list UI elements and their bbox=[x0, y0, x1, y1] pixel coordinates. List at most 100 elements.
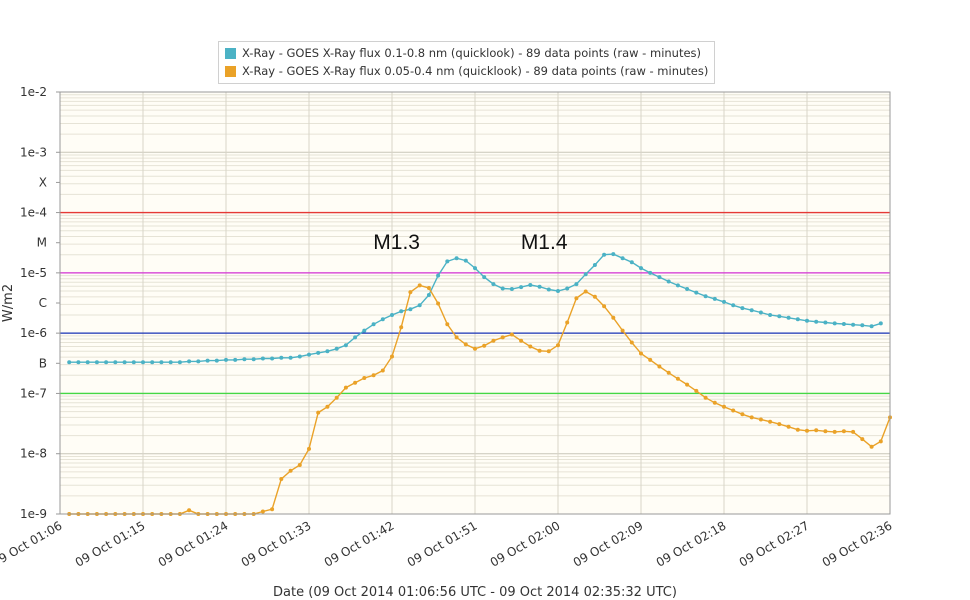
data-point[interactable] bbox=[592, 294, 597, 299]
data-point[interactable] bbox=[786, 424, 791, 429]
data-point[interactable] bbox=[463, 258, 468, 263]
data-point[interactable] bbox=[768, 313, 773, 317]
data-point[interactable] bbox=[279, 355, 284, 360]
data-point[interactable] bbox=[823, 320, 828, 325]
data-point[interactable] bbox=[832, 321, 837, 326]
data-point[interactable] bbox=[620, 328, 625, 333]
data-point[interactable] bbox=[712, 400, 717, 405]
data-point[interactable] bbox=[417, 303, 422, 308]
data-point[interactable] bbox=[436, 273, 441, 278]
data-point[interactable] bbox=[417, 283, 422, 288]
data-point[interactable] bbox=[731, 408, 736, 413]
data-point[interactable] bbox=[473, 266, 477, 271]
data-point[interactable] bbox=[353, 380, 358, 385]
legend-item-series-2[interactable]: X-Ray - GOES X-Ray flux 0.05-0.4 nm (qui… bbox=[225, 62, 708, 80]
data-point[interactable] bbox=[168, 360, 173, 365]
data-point[interactable] bbox=[353, 335, 358, 340]
data-point[interactable] bbox=[334, 395, 339, 400]
data-point[interactable] bbox=[546, 349, 551, 354]
data-point[interactable] bbox=[399, 309, 404, 314]
data-point[interactable] bbox=[399, 325, 404, 330]
data-point[interactable] bbox=[362, 376, 367, 380]
data-point[interactable] bbox=[362, 328, 367, 333]
data-point[interactable] bbox=[639, 351, 643, 356]
data-point[interactable] bbox=[279, 477, 284, 481]
data-point[interactable] bbox=[224, 357, 228, 362]
data-point[interactable] bbox=[878, 439, 883, 444]
data-point[interactable] bbox=[380, 317, 385, 322]
data-point[interactable] bbox=[878, 321, 883, 326]
data-point[interactable] bbox=[104, 360, 109, 365]
data-point[interactable] bbox=[869, 324, 874, 329]
data-point[interactable] bbox=[740, 306, 745, 311]
data-point[interactable] bbox=[159, 360, 164, 365]
data-point[interactable] bbox=[675, 283, 680, 288]
data-point[interactable] bbox=[703, 395, 708, 400]
data-point[interactable] bbox=[334, 346, 339, 351]
data-point[interactable] bbox=[343, 343, 348, 348]
data-point[interactable] bbox=[260, 509, 265, 514]
data-point[interactable] bbox=[242, 357, 247, 362]
data-point[interactable] bbox=[685, 287, 690, 291]
data-point[interactable] bbox=[556, 289, 560, 293]
data-point[interactable] bbox=[777, 314, 782, 319]
data-point[interactable] bbox=[491, 338, 496, 343]
data-point[interactable] bbox=[611, 252, 616, 257]
data-point[interactable] bbox=[519, 285, 524, 290]
data-point[interactable] bbox=[325, 349, 330, 354]
data-point[interactable] bbox=[851, 322, 856, 327]
data-point[interactable] bbox=[749, 415, 754, 420]
data-point[interactable] bbox=[94, 360, 99, 365]
data-point[interactable] bbox=[583, 272, 588, 277]
data-point[interactable] bbox=[270, 356, 275, 361]
data-point[interactable] bbox=[758, 310, 763, 315]
data-point[interactable] bbox=[297, 463, 302, 467]
data-point[interactable] bbox=[805, 318, 809, 323]
data-point[interactable] bbox=[592, 263, 597, 267]
data-point[interactable] bbox=[454, 335, 459, 340]
data-point[interactable] bbox=[777, 422, 782, 427]
data-point[interactable] bbox=[76, 360, 81, 365]
data-point[interactable] bbox=[786, 315, 791, 320]
data-point[interactable] bbox=[685, 382, 690, 387]
data-point[interactable] bbox=[639, 266, 643, 271]
data-point[interactable] bbox=[260, 356, 265, 361]
data-point[interactable] bbox=[380, 368, 385, 373]
data-point[interactable] bbox=[177, 360, 182, 365]
data-point[interactable] bbox=[528, 283, 533, 287]
data-point[interactable] bbox=[436, 301, 441, 306]
data-point[interactable] bbox=[574, 282, 579, 287]
data-point[interactable] bbox=[214, 358, 219, 363]
data-point[interactable] bbox=[611, 315, 616, 320]
data-point[interactable] bbox=[657, 275, 662, 280]
data-point[interactable] bbox=[740, 412, 745, 417]
data-point[interactable] bbox=[528, 344, 533, 349]
data-point[interactable] bbox=[270, 507, 275, 512]
data-point[interactable] bbox=[426, 286, 431, 290]
data-point[interactable] bbox=[694, 290, 699, 295]
data-point[interactable] bbox=[758, 417, 763, 422]
data-point[interactable] bbox=[500, 335, 505, 340]
data-point[interactable] bbox=[150, 360, 155, 365]
data-point[interactable] bbox=[648, 270, 653, 275]
data-point[interactable] bbox=[445, 322, 450, 327]
data-point[interactable] bbox=[860, 437, 865, 442]
data-point[interactable] bbox=[408, 307, 413, 312]
data-point[interactable] bbox=[537, 284, 542, 289]
data-point[interactable] bbox=[602, 252, 607, 257]
data-point[interactable] bbox=[316, 350, 321, 355]
data-point[interactable] bbox=[371, 322, 376, 327]
data-point[interactable] bbox=[251, 357, 256, 362]
data-point[interactable] bbox=[288, 355, 293, 360]
data-point[interactable] bbox=[509, 287, 514, 291]
data-point[interactable] bbox=[371, 373, 376, 378]
data-point[interactable] bbox=[749, 308, 754, 313]
data-point[interactable] bbox=[565, 320, 570, 325]
data-point[interactable] bbox=[795, 317, 800, 322]
data-point[interactable] bbox=[694, 388, 699, 393]
data-point[interactable] bbox=[187, 359, 192, 364]
data-point[interactable] bbox=[731, 303, 736, 308]
data-point[interactable] bbox=[832, 429, 837, 434]
data-point[interactable] bbox=[869, 444, 874, 449]
data-point[interactable] bbox=[583, 289, 588, 294]
